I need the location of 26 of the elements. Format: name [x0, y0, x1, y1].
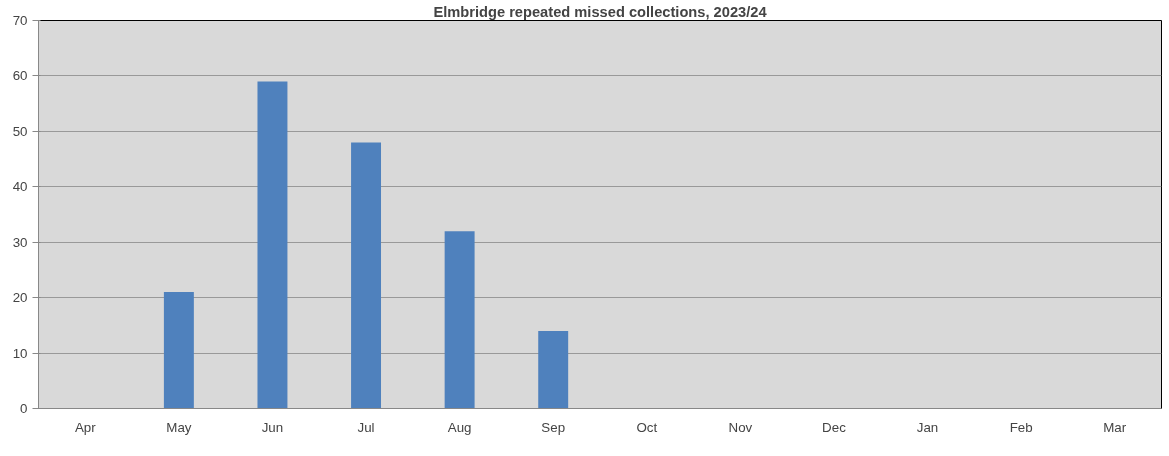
x-tick-label: Nov: [728, 419, 753, 435]
x-tick-label: Oct: [636, 419, 658, 435]
bar: [538, 330, 569, 409]
y-tick-label: 40: [12, 179, 28, 195]
x-tick-label: Jan: [916, 419, 939, 435]
y-tick-label: 10: [12, 345, 28, 361]
x-tick-label: May: [166, 419, 192, 435]
y-tick-label: 20: [12, 290, 28, 306]
x-tick-label: Apr: [74, 419, 97, 435]
x-tick-label: Sep: [541, 419, 566, 435]
y-tick-label: 30: [12, 234, 28, 250]
bar: [351, 142, 382, 409]
chart-title: Elmbridge repeated missed collections, 2023/24: [433, 3, 768, 20]
x-tick-label: Feb: [1009, 419, 1033, 435]
y-tick-label: 50: [12, 123, 28, 139]
x-tick-label: Jul: [357, 419, 375, 435]
x-tick-label: Jun: [261, 419, 284, 435]
y-tick-label: 60: [12, 68, 28, 84]
bar: [444, 231, 475, 409]
bar: [163, 292, 194, 409]
y-tick-label: 0: [20, 401, 28, 416]
x-tick-label: Aug: [447, 419, 472, 435]
x-tick-label: Mar: [1103, 419, 1127, 435]
y-tick-label: 70: [12, 13, 28, 28]
bar: [257, 81, 288, 409]
x-tick-label: Dec: [822, 419, 847, 435]
